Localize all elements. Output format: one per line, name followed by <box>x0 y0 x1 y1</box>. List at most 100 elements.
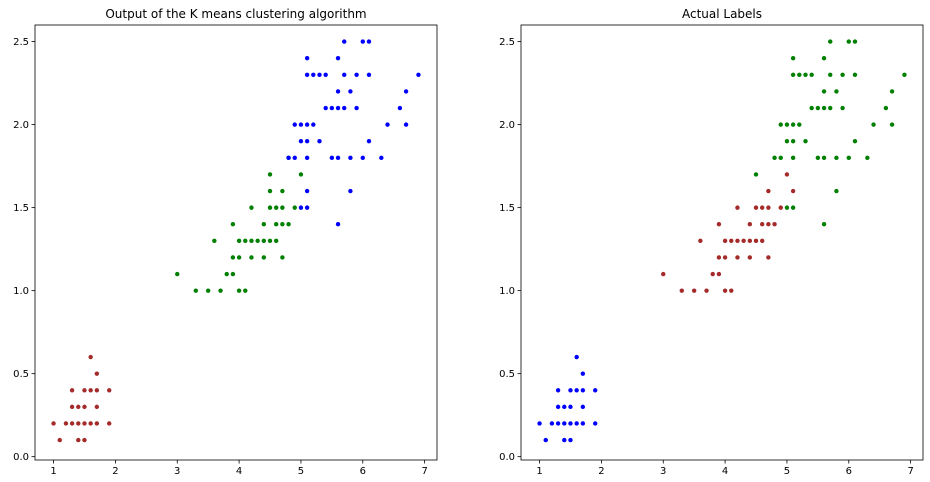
scatter-point <box>342 39 347 44</box>
y-axis: 0.0 0.5 1.0 1.5 2.0 2.5 <box>499 37 521 463</box>
scatter-series <box>753 39 907 227</box>
scatter-point <box>562 437 567 443</box>
scatter-point <box>722 288 728 293</box>
scatter-point <box>753 172 759 177</box>
x-tick-label: 1 <box>50 466 56 477</box>
scatter-point <box>304 155 310 161</box>
actual-labels-panel: Actual Labels 1 2 3 4 5 6 7 0.0 0.5 1.0 1.5 2.0 2.5 <box>499 7 924 477</box>
scatter-point <box>243 238 248 244</box>
scatter-point <box>679 288 684 293</box>
scatter-series <box>175 155 304 293</box>
scatter-point <box>716 255 722 260</box>
scatter-point <box>348 155 353 161</box>
scatter-point <box>286 155 291 161</box>
scatter-point <box>722 255 728 260</box>
scatter-point <box>828 39 833 44</box>
scatter-point <box>175 271 180 277</box>
scatter-point <box>261 222 267 227</box>
scatter-point <box>766 188 771 194</box>
scatter-point <box>280 188 285 194</box>
scatter-point <box>267 205 273 210</box>
scatter-point <box>691 288 697 293</box>
scatter-point <box>304 72 310 78</box>
scatter-point <box>292 122 297 127</box>
scatter-point <box>852 72 858 78</box>
y-tick-label: 0.5 <box>13 369 29 380</box>
scatter-point <box>710 271 715 277</box>
scatter-point <box>267 172 273 177</box>
kmeans-output-panel: Output of the K means clustering algorit… <box>13 7 438 477</box>
scatter-series <box>286 39 421 227</box>
y-tick-label: 0.5 <box>499 369 515 380</box>
scatter-point <box>82 404 87 410</box>
x-tick-label: 6 <box>360 466 366 477</box>
y-tick-label: 2.0 <box>13 120 29 131</box>
scatter-series <box>537 354 598 443</box>
scatter-point <box>236 255 242 260</box>
scatter-point <box>366 72 372 78</box>
scatter-point <box>94 371 100 376</box>
scatter-point <box>249 255 254 260</box>
scatter-point <box>63 421 69 426</box>
scatter-point <box>311 72 316 78</box>
scatter-point <box>317 72 322 78</box>
scatter-point <box>292 205 297 210</box>
scatter-point <box>568 437 573 443</box>
y-tick-label: 2.0 <box>499 120 515 131</box>
scatter-point <box>790 122 796 127</box>
x-tick-label: 5 <box>784 466 790 477</box>
scatter-point <box>329 155 335 161</box>
scatter-point <box>760 222 765 227</box>
scatter-point <box>834 188 839 194</box>
scatter-point <box>766 255 771 260</box>
scatter-point <box>821 222 827 227</box>
scatter-point <box>574 354 579 360</box>
scatter-point <box>342 72 347 78</box>
scatter-point <box>317 139 322 144</box>
scatter-point <box>555 404 561 410</box>
scatter-point <box>772 222 777 227</box>
scatter-point <box>753 238 759 244</box>
scatter-point <box>704 288 709 293</box>
scatter-point <box>766 222 771 227</box>
x-tick-label: 3 <box>174 466 180 477</box>
scatter-point <box>76 437 81 443</box>
x-axis: 1 2 3 4 5 6 7 <box>536 460 914 477</box>
scatter-point <box>562 421 567 426</box>
scatter-point <box>821 155 827 161</box>
scatter-point <box>889 122 895 127</box>
scatter-point <box>94 421 100 426</box>
scatter-point <box>230 222 236 227</box>
scatter-point <box>94 388 100 393</box>
scatter-point <box>298 205 304 210</box>
scatter-point <box>828 72 833 78</box>
scatter-point <box>815 105 821 111</box>
scatter-point <box>230 255 236 260</box>
scatter-point <box>555 388 561 393</box>
scatter-point <box>747 238 753 244</box>
scatter-point <box>403 89 409 94</box>
y-axis: 0.0 0.5 1.0 1.5 2.0 2.5 <box>13 37 35 463</box>
scatter-point <box>865 155 870 161</box>
scatter-point <box>735 255 740 260</box>
scatter-point <box>298 122 304 127</box>
scatter-point <box>834 89 839 94</box>
scatter-point <box>354 72 359 78</box>
scatter-point <box>249 238 254 244</box>
x-tick-label: 7 <box>421 466 427 477</box>
scatter-point <box>790 188 796 194</box>
scatter-point <box>236 288 242 293</box>
scatter-point <box>784 139 790 144</box>
scatter-point <box>735 205 740 210</box>
scatter-point <box>335 105 341 111</box>
scatter-point <box>280 222 285 227</box>
scatter-point <box>205 288 211 293</box>
scatter-point <box>543 437 548 443</box>
scatter-point <box>790 155 796 161</box>
scatter-point <box>852 39 858 44</box>
scatter-point <box>889 89 895 94</box>
scatter-point <box>323 72 328 78</box>
scatter-point <box>69 404 75 410</box>
scatter-point <box>784 122 790 127</box>
scatter-point <box>348 89 353 94</box>
